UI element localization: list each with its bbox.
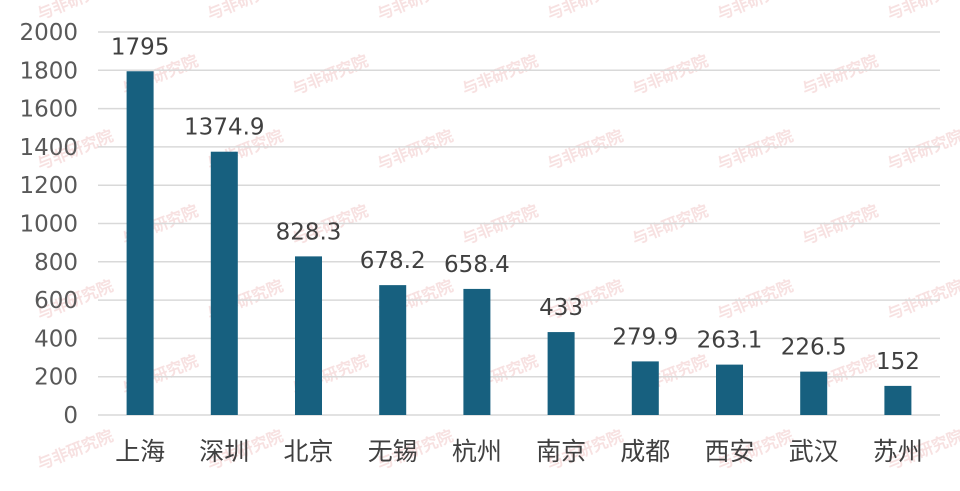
watermark-text: 与非研究院 <box>714 0 795 24</box>
y-tick-label: 800 <box>34 250 78 276</box>
bar <box>716 364 743 415</box>
bar <box>800 371 828 415</box>
x-tick-label: 武汉 <box>789 437 839 466</box>
x-tick-label: 北京 <box>283 437 333 466</box>
watermark-text: 与非研究院 <box>714 126 795 174</box>
bar <box>126 71 154 415</box>
bar <box>631 361 659 415</box>
watermark-text: 与非研究院 <box>204 0 285 24</box>
x-tick-label: 成都 <box>620 437 670 466</box>
data-label: 226.5 <box>781 335 847 361</box>
data-label: 828.3 <box>276 219 342 245</box>
y-tick-label: 1000 <box>19 212 78 238</box>
watermark-text: 与非研究院 <box>459 51 540 99</box>
bar-series <box>126 71 912 415</box>
watermark-text: 与非研究院 <box>374 126 455 174</box>
x-tick-label: 上海 <box>115 437 165 466</box>
data-label: 658.4 <box>444 252 510 278</box>
y-tick-label: 1400 <box>19 135 78 161</box>
data-label: 1795 <box>111 34 170 60</box>
watermark-text: 与非研究院 <box>34 426 115 474</box>
y-tick-label: 1200 <box>19 173 78 199</box>
bar <box>379 285 407 415</box>
y-tick-label: 1600 <box>19 97 78 123</box>
data-label: 263.1 <box>697 328 763 354</box>
x-axis: 上海 深圳 北京 无锡 杭州 南京 成都 西安 武汉 苏州 <box>115 437 923 466</box>
gridlines <box>98 31 940 416</box>
data-label: 1374.9 <box>184 115 264 141</box>
x-tick-label: 西安 <box>704 437 754 466</box>
data-label: 152 <box>876 349 920 375</box>
bar <box>295 256 322 415</box>
watermark-text: 与非研究院 <box>799 51 880 99</box>
watermark-text: 与非研究院 <box>884 126 960 174</box>
data-labels: 1795 1374.9 828.3 678.2 658.4 433 279.9 263.1 22… <box>111 34 920 375</box>
y-tick-label: 2000 <box>19 20 78 46</box>
data-label: 678.2 <box>360 248 426 274</box>
watermark-text: 与非研究院 <box>629 201 710 249</box>
x-tick-label: 深圳 <box>199 437 249 466</box>
y-tick-label: 1800 <box>19 58 78 84</box>
x-tick-label: 无锡 <box>368 437 418 466</box>
watermark-text: 与非研究院 <box>374 0 455 24</box>
bar <box>210 151 238 415</box>
y-tick-label: 200 <box>34 365 78 391</box>
watermark-text: 与非研究院 <box>799 201 880 249</box>
watermark-text: 与非研究院 <box>459 201 540 249</box>
data-label: 433 <box>539 295 583 321</box>
bar <box>884 385 912 415</box>
bar <box>463 288 491 415</box>
x-tick-label: 苏州 <box>873 437 923 466</box>
y-axis: 0 200 400 600 800 1000 1200 1400 1600 1800 2000 <box>19 20 78 429</box>
data-label: 279.9 <box>612 324 678 350</box>
watermark-text: 与非研究院 <box>884 0 960 24</box>
y-tick-label: 0 <box>63 403 78 429</box>
watermark-text: 与非研究院 <box>544 0 625 24</box>
bar <box>547 332 575 415</box>
watermark-text: 与非研究院 <box>629 51 710 99</box>
x-tick-label: 杭州 <box>452 437 502 466</box>
x-tick-label: 南京 <box>536 437 586 466</box>
y-tick-label: 400 <box>34 326 78 352</box>
y-tick-label: 600 <box>34 288 78 314</box>
watermark-text: 与非研究院 <box>289 51 370 99</box>
watermark-text: 与非研究院 <box>544 126 625 174</box>
